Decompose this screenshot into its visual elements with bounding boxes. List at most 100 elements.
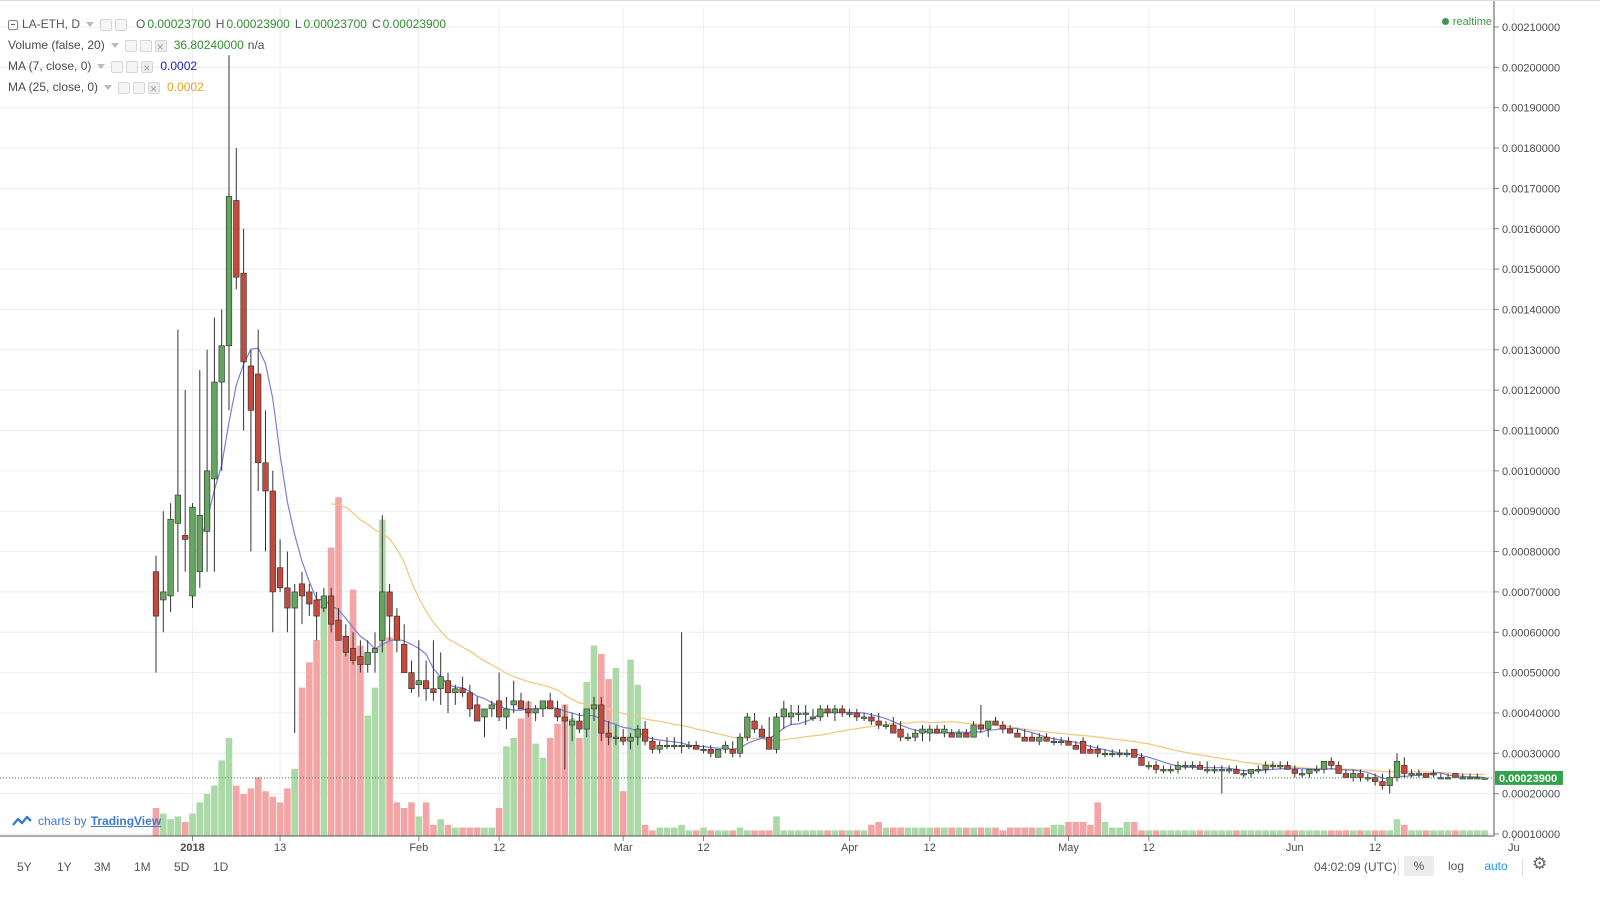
gear-icon[interactable]: ⚙: [1532, 854, 1548, 873]
candle-body: [999, 724, 1006, 730]
volume-bar: [948, 827, 955, 836]
volume-bar: [488, 827, 496, 836]
candle-body: [897, 728, 904, 738]
range-1d[interactable]: 1D: [213, 860, 229, 874]
candle-body: [1299, 773, 1306, 776]
volume-bar: [1167, 830, 1174, 836]
volume-bar: [773, 816, 780, 836]
eye-icon[interactable]: [118, 81, 131, 94]
chevron-down-icon[interactable]: [86, 22, 95, 27]
volume-bar: [1371, 830, 1379, 836]
volume-bar: [831, 830, 839, 836]
auto-toggle[interactable]: auto: [1484, 859, 1508, 873]
volume-bar: [473, 827, 481, 836]
settings-icon[interactable]: [139, 39, 152, 52]
volume-bar: [1036, 827, 1043, 836]
candle-body: [890, 724, 897, 734]
range-3m[interactable]: 3M: [94, 860, 111, 874]
chevron-down-icon[interactable]: [110, 43, 119, 48]
candle-body: [1204, 769, 1211, 772]
candle-body: [970, 724, 977, 738]
volume-bar: [1189, 830, 1196, 836]
candle-body: [1189, 765, 1196, 768]
y-tick-label: 0.00180000: [1502, 143, 1560, 155]
volume-bar: [1255, 830, 1262, 836]
volume-bar: [992, 827, 999, 836]
candle-body: [882, 724, 890, 727]
settings-icon[interactable]: [126, 60, 139, 73]
volume-bar: [744, 830, 751, 836]
indicator-label: MA (25, close, 0): [8, 80, 99, 94]
candle-body: [641, 728, 649, 742]
candle-body: [1350, 773, 1357, 778]
volume-bar: [970, 827, 977, 836]
range-5d[interactable]: 5D: [174, 860, 190, 874]
chevron-down-icon[interactable]: [97, 64, 106, 69]
candle-body: [948, 732, 955, 738]
volume-bar: [882, 827, 890, 836]
candle-body: [517, 700, 525, 710]
settings-icon[interactable]: [115, 18, 128, 31]
chevron-down-icon[interactable]: [104, 85, 113, 90]
y-tick-label: 0.00060000: [1502, 627, 1560, 639]
brand-name[interactable]: TradingView: [90, 814, 162, 828]
volume-bar: [167, 819, 174, 836]
volume-bar: [1233, 830, 1240, 836]
volume-bar: [203, 794, 211, 836]
log-toggle[interactable]: log: [1447, 859, 1464, 873]
volume-bar: [1408, 830, 1415, 836]
candle-body: [349, 648, 357, 661]
indicator-extra: n/a: [247, 38, 265, 52]
candle-body: [1335, 765, 1342, 774]
close-icon[interactable]: [154, 37, 167, 58]
range-1y[interactable]: 1Y: [57, 860, 72, 874]
collapse-icon[interactable]: [8, 19, 18, 30]
legend-symbol-row: LA-ETH, D O 0.00023700 H 0.00023900 L 0.…: [8, 14, 446, 35]
candle-body: [955, 732, 963, 738]
range-5y[interactable]: 5Y: [17, 860, 32, 874]
candle-body: [1043, 736, 1050, 742]
candle-body: [561, 716, 568, 722]
candle-body: [1196, 765, 1203, 770]
eye-icon[interactable]: [100, 18, 113, 31]
eye-icon[interactable]: [111, 60, 124, 73]
settings-icon[interactable]: [133, 81, 146, 94]
legend-volume-row: Volume (false, 20) 36.80240000 n/a: [8, 35, 446, 58]
indicator-label: MA (7, close, 0): [8, 59, 92, 73]
volume-bar: [838, 830, 846, 836]
volume-bar: [218, 760, 225, 836]
candle-body: [758, 728, 765, 738]
volume-bar: [722, 830, 729, 836]
candle-body: [860, 716, 868, 719]
eye-icon[interactable]: [124, 39, 137, 52]
candle-body: [1036, 736, 1043, 742]
volume-bar: [685, 830, 693, 836]
volume-bar: [327, 547, 335, 836]
percent-toggle[interactable]: %: [1404, 856, 1434, 876]
candle-body: [795, 712, 802, 715]
candle-body: [357, 656, 364, 665]
candle-body: [802, 712, 809, 715]
candle-body: [1226, 769, 1233, 772]
candle-body: [1415, 773, 1422, 776]
volume-bar: [1284, 830, 1291, 836]
x-tick-label: 13: [274, 842, 286, 854]
volume-bar: [225, 738, 233, 836]
x-tick-label: 12: [697, 842, 709, 854]
ma25-series-line: [331, 503, 1485, 776]
candle-body: [160, 591, 167, 601]
candle-body: [495, 700, 503, 718]
candle-body: [437, 676, 444, 690]
candle-body: [539, 700, 546, 710]
candle-body: [1401, 765, 1408, 774]
close-icon[interactable]: [141, 58, 154, 79]
candle-body: [1080, 740, 1087, 754]
volume-bar: [160, 813, 167, 836]
y-tick-label: 0.00140000: [1502, 304, 1560, 316]
status-dot-icon: [1441, 18, 1449, 25]
close-icon[interactable]: [148, 79, 161, 100]
candle-body: [481, 708, 488, 718]
range-1m[interactable]: 1M: [134, 860, 151, 874]
brand[interactable]: charts by TradingView: [12, 814, 161, 828]
